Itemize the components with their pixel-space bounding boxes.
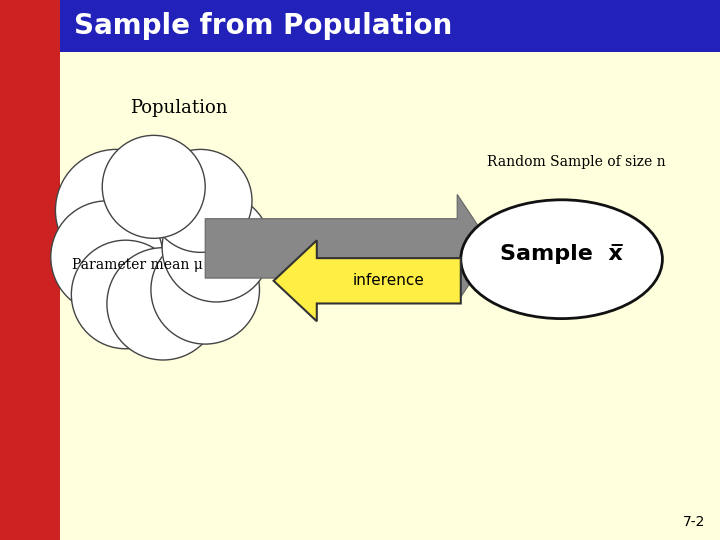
Polygon shape xyxy=(205,194,493,302)
Text: inference: inference xyxy=(353,273,425,288)
Text: Sample from Population: Sample from Population xyxy=(74,12,453,40)
Ellipse shape xyxy=(71,240,180,349)
Text: Parameter mean μ: Parameter mean μ xyxy=(72,258,203,272)
FancyBboxPatch shape xyxy=(0,0,60,540)
Polygon shape xyxy=(274,240,461,321)
Ellipse shape xyxy=(461,200,662,319)
Ellipse shape xyxy=(50,201,163,313)
Ellipse shape xyxy=(65,150,252,336)
Ellipse shape xyxy=(149,150,252,252)
Ellipse shape xyxy=(102,136,205,238)
Text: Population: Population xyxy=(130,99,227,117)
FancyBboxPatch shape xyxy=(60,0,720,52)
Ellipse shape xyxy=(162,193,271,302)
Text: 7-2: 7-2 xyxy=(683,515,706,529)
Text: Sample  x̅: Sample x̅ xyxy=(500,244,623,264)
Ellipse shape xyxy=(151,235,259,344)
Text: Random Sample of size n: Random Sample of size n xyxy=(487,155,665,169)
Ellipse shape xyxy=(107,248,220,360)
Ellipse shape xyxy=(55,150,177,271)
FancyBboxPatch shape xyxy=(60,52,720,540)
